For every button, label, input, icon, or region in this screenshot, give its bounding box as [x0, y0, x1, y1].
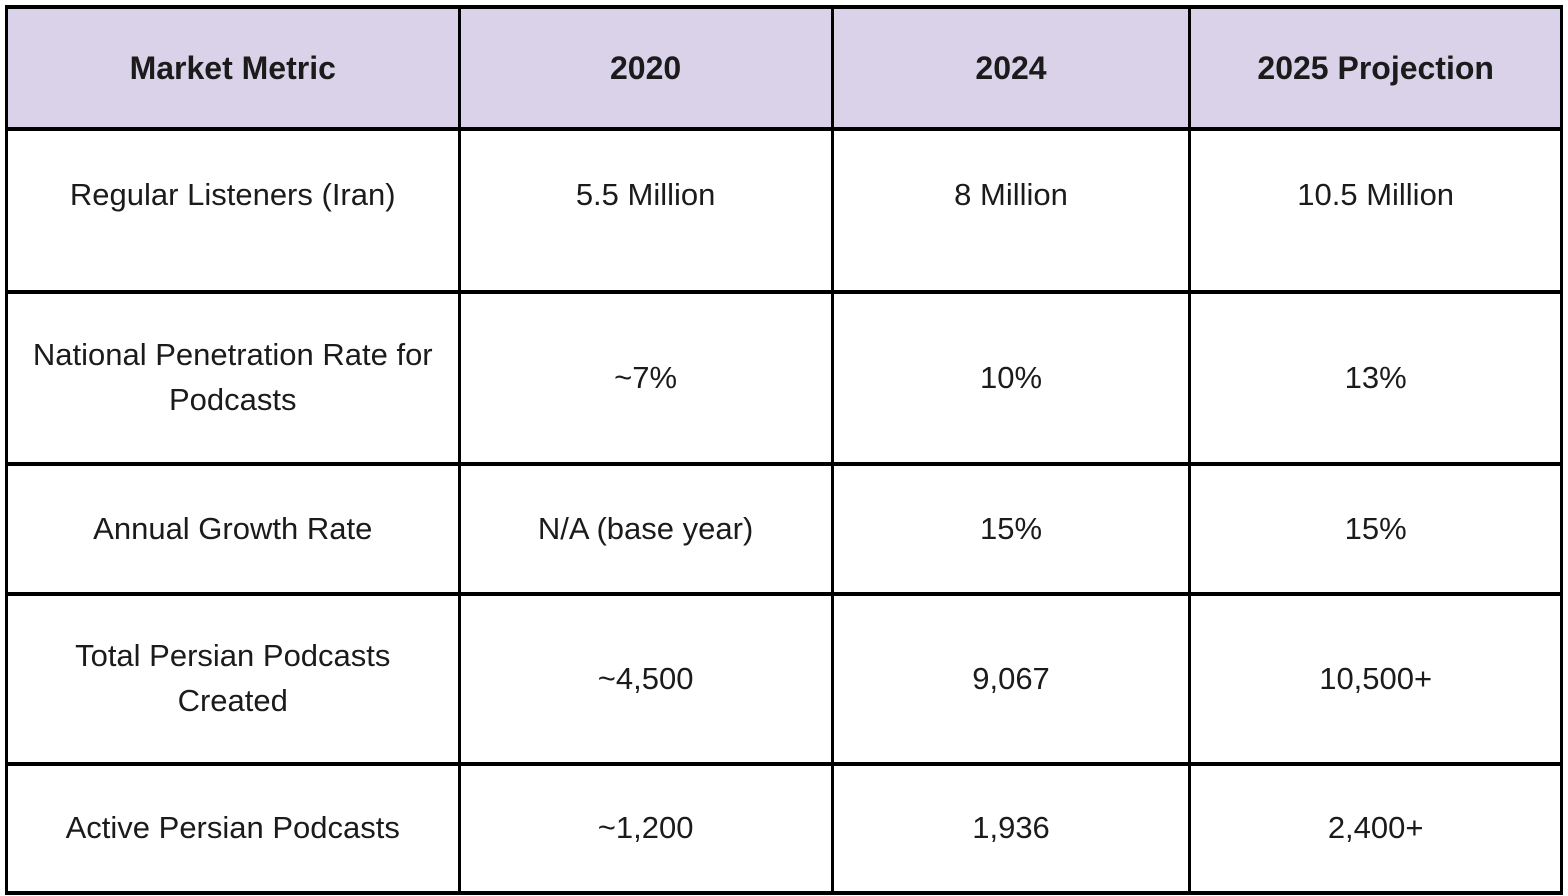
metric-cell: Regular Listeners (Iran) [5, 127, 461, 294]
metric-cell: Active Persian Podcasts [5, 762, 461, 895]
value-cell-2024: 9,067 [830, 592, 1192, 766]
metric-cell: National Penetration Rate for Podcasts [5, 290, 461, 466]
table-row-total-podcasts-created: Total Persian Podcasts Created ~4,500 9,… [5, 592, 1563, 766]
value-cell-2025: 13% [1188, 290, 1563, 466]
value-cell-2024: 8 Million [830, 127, 1192, 294]
market-metrics-table: Market Metric 2020 2024 2025 Projection … [5, 5, 1563, 895]
value-cell-2020: ~1,200 [457, 762, 834, 895]
header-row: Market Metric 2020 2024 2025 Projection [5, 5, 1563, 131]
value-cell-2024: 15% [830, 462, 1192, 596]
value-cell-2020: 5.5 Million [457, 127, 834, 294]
metric-cell: Total Persian Podcasts Created [5, 592, 461, 766]
value-cell-2025: 10,500+ [1188, 592, 1563, 766]
table-row-annual-growth-rate: Annual Growth Rate N/A (base year) 15% 1… [5, 462, 1563, 596]
value-cell-2024: 10% [830, 290, 1192, 466]
column-header-2024: 2024 [830, 5, 1192, 131]
table-row-penetration-rate: National Penetration Rate for Podcasts ~… [5, 290, 1563, 466]
table-row-regular-listeners: Regular Listeners (Iran) 5.5 Million 8 M… [5, 127, 1563, 294]
metric-cell: Annual Growth Rate [5, 462, 461, 596]
column-header-2025-projection: 2025 Projection [1188, 5, 1563, 131]
value-cell-2025: 10.5 Million [1188, 127, 1563, 294]
value-cell-2025: 2,400+ [1188, 762, 1563, 895]
column-header-2020: 2020 [457, 5, 834, 131]
value-cell-2020: N/A (base year) [457, 462, 834, 596]
column-header-market-metric: Market Metric [5, 5, 461, 131]
value-cell-2020: ~7% [457, 290, 834, 466]
table-row-active-podcasts: Active Persian Podcasts ~1,200 1,936 2,4… [5, 762, 1563, 895]
value-cell-2024: 1,936 [830, 762, 1192, 895]
value-cell-2025: 15% [1188, 462, 1563, 596]
value-cell-2020: ~4,500 [457, 592, 834, 766]
